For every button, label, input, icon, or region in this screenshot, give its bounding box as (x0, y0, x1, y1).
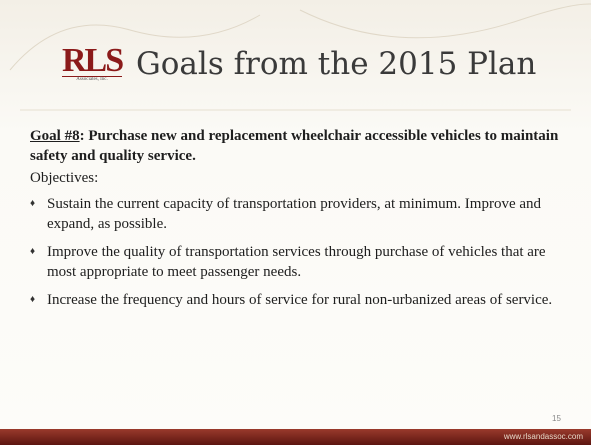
objectives-list: Sustain the current capacity of transpor… (30, 194, 570, 310)
page-number: 15 (552, 414, 561, 423)
goal-text: : Purchase new and replacement wheelchai… (30, 128, 559, 164)
objective: Increase the frequency and hours of serv… (30, 290, 557, 310)
decoration (9, 3, 591, 111)
objective: Sustain the current capacity of transpor… (30, 194, 557, 234)
slide-title: Goals from the 2015 Plan (136, 46, 537, 82)
objective: Improve the quality of transportation se… (30, 242, 557, 282)
logo: RLS Associates, Inc. (62, 42, 124, 82)
objectives-label: Objectives: (30, 170, 99, 186)
goal-label: Goal #8 (30, 128, 80, 144)
goal: Goal #8: Purchase new and replacement wh… (30, 126, 570, 166)
logo-subtitle: Associates, Inc. (62, 76, 122, 82)
slide-body: Goal #8: Purchase new and replacement wh… (30, 126, 570, 318)
footer-url: www.rlsandassoc.com (503, 432, 583, 441)
footer-bar: www.rlsandassoc.com (0, 429, 591, 445)
logo-text: RLS (62, 42, 124, 79)
